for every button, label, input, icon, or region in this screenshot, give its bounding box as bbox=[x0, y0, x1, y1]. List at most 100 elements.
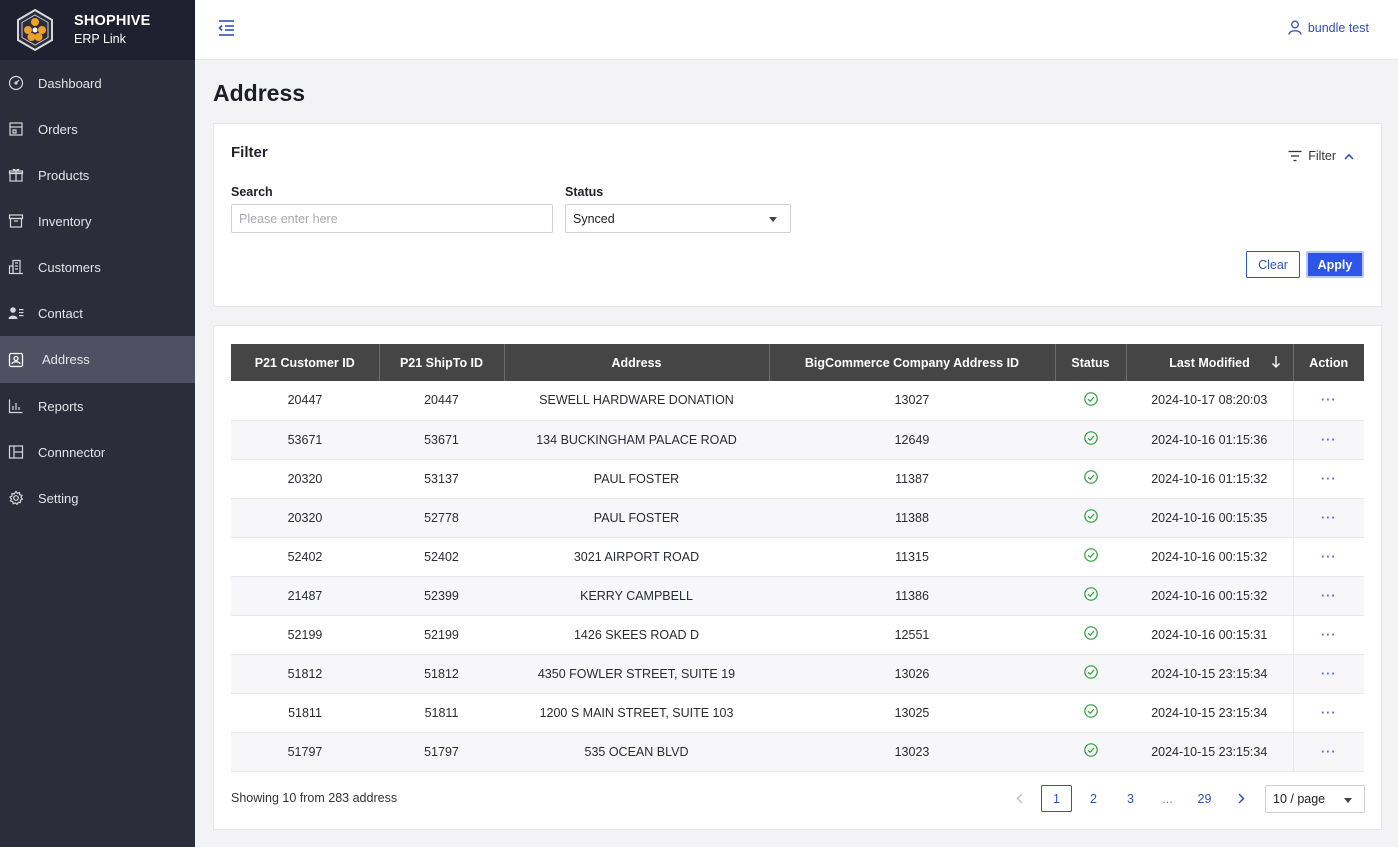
table-row: 20320 52778 PAUL FOSTER 11388 2024-10-16 00:… bbox=[231, 498, 1364, 538]
user-menu[interactable]: bundle test bbox=[1288, 20, 1369, 35]
cell-bc-id: 11315 bbox=[769, 537, 1055, 577]
user-icon bbox=[1288, 20, 1302, 35]
page-ellipsis[interactable]: ... bbox=[1162, 791, 1173, 806]
inventory-box-icon bbox=[8, 213, 24, 229]
sidebar-item-label: Orders bbox=[38, 121, 78, 137]
row-action-more-button[interactable]: ··· bbox=[1292, 381, 1364, 421]
row-action-more-button[interactable]: ··· bbox=[1292, 459, 1364, 499]
cell-last-modified: 2024-10-16 01:15:32 bbox=[1126, 459, 1293, 499]
filter-lines-icon bbox=[1288, 150, 1302, 162]
sidebar-item-products[interactable]: Products bbox=[0, 152, 195, 198]
chevron-up-icon bbox=[1344, 153, 1354, 160]
page-button[interactable]: 1 bbox=[1041, 785, 1072, 812]
cell-last-modified: 2024-10-16 00:15:32 bbox=[1126, 537, 1293, 577]
table-row: 51811 51811 1200 S MAIN STREET, SUITE 103 1… bbox=[231, 693, 1364, 733]
collapse-menu-icon[interactable] bbox=[217, 19, 237, 37]
cell-status bbox=[1055, 420, 1126, 460]
page-button[interactable]: 3 bbox=[1127, 791, 1134, 806]
row-action-more-button[interactable]: ··· bbox=[1292, 693, 1364, 733]
cell-shipto-id: 53137 bbox=[379, 459, 504, 499]
column-header-label: Last Modified bbox=[1169, 355, 1250, 370]
clear-button[interactable]: Clear bbox=[1246, 251, 1300, 278]
page-button[interactable]: 2 bbox=[1090, 791, 1097, 806]
filter-title: Filter bbox=[231, 144, 268, 161]
column-header: P21 Customer ID bbox=[231, 344, 380, 381]
cell-address: PAUL FOSTER bbox=[504, 459, 769, 499]
row-action-more-button[interactable]: ··· bbox=[1292, 420, 1364, 460]
cell-customer-id: 20447 bbox=[231, 381, 379, 421]
cell-shipto-id: 52402 bbox=[379, 537, 504, 577]
check-circle-icon bbox=[1083, 470, 1098, 484]
sidebar-item-connector[interactable]: Connnector bbox=[0, 429, 195, 475]
sidebar-item-dashboard[interactable]: Dashboard bbox=[0, 60, 195, 106]
cell-shipto-id: 51811 bbox=[379, 693, 504, 733]
row-action-more-button[interactable]: ··· bbox=[1292, 732, 1364, 772]
sidebar-item-customers[interactable]: Customers bbox=[0, 244, 195, 290]
cell-status bbox=[1055, 693, 1126, 733]
sidebar-item-label: Products bbox=[38, 167, 90, 183]
bar-chart-icon bbox=[8, 398, 24, 414]
cell-last-modified: 2024-10-15 23:15:34 bbox=[1126, 732, 1293, 772]
row-action-more-button[interactable]: ··· bbox=[1292, 537, 1364, 577]
sidebar: SHOPHIVE ERP Link Dashboard Orders Produ… bbox=[0, 0, 195, 847]
sidebar-item-label: Setting bbox=[38, 490, 79, 506]
address-table: P21 Customer ID P21 ShipTo ID Address Bi… bbox=[231, 344, 1364, 772]
sidebar-item-address[interactable]: Address bbox=[0, 336, 195, 383]
contact-card-icon bbox=[8, 305, 24, 321]
row-action-more-button[interactable]: ··· bbox=[1292, 576, 1364, 616]
cell-bc-id: 12649 bbox=[769, 420, 1055, 460]
pagination: 1 2 3 ... 29 bbox=[1004, 785, 1263, 812]
sort-arrow-down-icon[interactable] bbox=[1271, 355, 1281, 368]
cell-address: 4350 FOWLER STREET, SUITE 19 bbox=[504, 654, 769, 694]
sidebar-item-orders[interactable]: Orders bbox=[0, 106, 195, 152]
sidebar-item-inventory[interactable]: Inventory bbox=[0, 198, 195, 244]
sidebar-item-contact[interactable]: Contact bbox=[0, 290, 195, 336]
page-button[interactable]: 29 bbox=[1197, 791, 1212, 806]
top-bar: bundle test bbox=[195, 0, 1398, 60]
cell-address: 3021 AIRPORT ROAD bbox=[504, 537, 769, 577]
cell-shipto-id: 52399 bbox=[379, 576, 504, 616]
cell-customer-id: 20320 bbox=[231, 459, 379, 499]
page-size-select[interactable]: 10 / page bbox=[1265, 785, 1365, 813]
status-select-value: Synced bbox=[573, 211, 615, 226]
connector-icon bbox=[8, 444, 24, 460]
brand[interactable]: SHOPHIVE ERP Link bbox=[0, 0, 195, 60]
prev-page-button[interactable] bbox=[1004, 785, 1035, 812]
cell-status bbox=[1055, 498, 1126, 538]
check-circle-icon bbox=[1083, 704, 1098, 718]
cell-shipto-id: 52199 bbox=[379, 615, 504, 655]
sidebar-item-label: Connnector bbox=[38, 444, 106, 460]
cell-customer-id: 20320 bbox=[231, 498, 379, 538]
column-header: BigCommerce Company Address ID bbox=[769, 344, 1056, 381]
filter-toggle[interactable]: Filter bbox=[1288, 149, 1354, 163]
apply-button[interactable]: Apply bbox=[1306, 251, 1364, 278]
brand-name: SHOPHIVE bbox=[74, 13, 151, 29]
search-input[interactable] bbox=[231, 204, 553, 233]
gift-icon bbox=[8, 167, 24, 183]
table-row: 53671 53671 134 BUCKINGHAM PALACE ROAD 1264… bbox=[231, 420, 1364, 460]
address-table-panel: P21 Customer ID P21 ShipTo ID Address Bi… bbox=[213, 325, 1382, 830]
cell-last-modified: 2024-10-16 01:15:36 bbox=[1126, 420, 1293, 460]
cell-customer-id: 51797 bbox=[231, 732, 379, 772]
sidebar-item-reports[interactable]: Reports bbox=[0, 383, 195, 429]
cell-address: 1426 SKEES ROAD D bbox=[504, 615, 769, 655]
cell-bc-id: 13023 bbox=[769, 732, 1055, 772]
sidebar-item-label: Contact bbox=[38, 305, 83, 321]
row-action-more-button[interactable]: ··· bbox=[1292, 498, 1364, 538]
table-row: 51812 51812 4350 FOWLER STREET, SUITE 19 13… bbox=[231, 654, 1364, 694]
orders-icon bbox=[8, 121, 24, 137]
check-circle-icon bbox=[1083, 548, 1098, 562]
status-select[interactable]: Synced bbox=[565, 204, 791, 233]
column-header-last-modified[interactable]: Last Modified bbox=[1126, 344, 1294, 381]
table-row: 20447 20447 SEWELL HARDWARE DONATION 13027 2… bbox=[231, 381, 1364, 421]
cell-shipto-id: 51797 bbox=[379, 732, 504, 772]
sidebar-item-setting[interactable]: Setting bbox=[0, 475, 195, 521]
sidebar-item-label: Address bbox=[42, 352, 90, 367]
sidebar-nav: Dashboard Orders Products Inventory Cust… bbox=[0, 60, 195, 521]
row-action-more-button[interactable]: ··· bbox=[1292, 654, 1364, 694]
caret-down-icon bbox=[769, 217, 777, 222]
next-page-button[interactable] bbox=[1226, 785, 1257, 812]
row-action-more-button[interactable]: ··· bbox=[1292, 615, 1364, 655]
cell-status bbox=[1055, 654, 1126, 694]
check-circle-icon bbox=[1083, 509, 1098, 523]
